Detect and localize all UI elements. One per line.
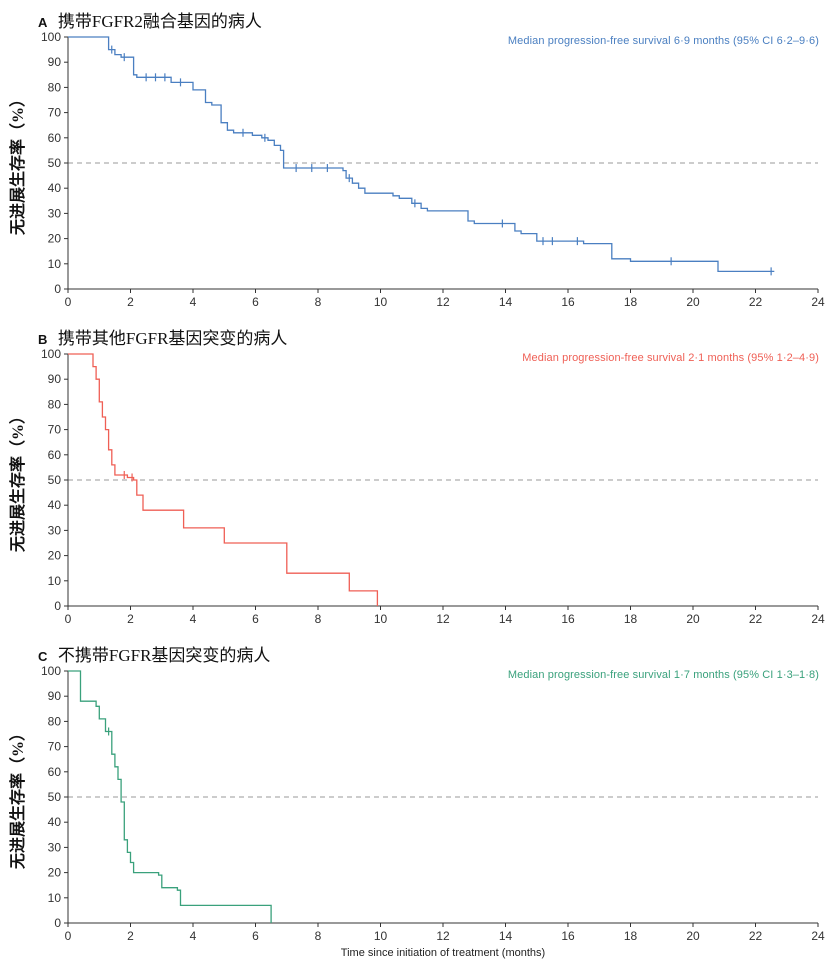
svg-text:2: 2	[127, 295, 134, 309]
panel-a-y-axis-label: 无进展生存率（%）	[10, 90, 27, 236]
svg-text:0: 0	[54, 282, 61, 296]
svg-text:10: 10	[374, 295, 388, 309]
panel-b-plot-area: 0 10 20 30 40 50 60 70 80 90 100 0 2 4 6 8 10 12 14 16 18 20 2…	[0, 346, 835, 634]
svg-text:10: 10	[374, 929, 388, 943]
panel-a: A 携带FGFR2融合基因的病人 0 10 20 30 40 50 60 70 80 90 100 0…	[0, 0, 835, 317]
svg-text:10: 10	[48, 891, 62, 905]
svg-text:2: 2	[127, 929, 134, 943]
svg-text:20: 20	[686, 612, 700, 626]
panel-b-median-annotation: Median progression-free survival 2·1 mon…	[522, 352, 819, 364]
svg-text:12: 12	[436, 295, 450, 309]
x-axis-label: Time since initiation of treatment (mont…	[340, 947, 546, 959]
panel-c: C 不携带FGFR基因突变的病人 0 10 20 30 40 50 60 70 80 90 100 0…	[0, 634, 835, 951]
svg-text:100: 100	[41, 30, 61, 44]
svg-text:0: 0	[54, 599, 61, 613]
svg-text:18: 18	[624, 612, 638, 626]
svg-text:8: 8	[315, 612, 322, 626]
svg-text:8: 8	[315, 929, 322, 943]
svg-text:30: 30	[48, 523, 62, 537]
svg-text:10: 10	[374, 612, 388, 626]
svg-text:70: 70	[48, 423, 62, 437]
svg-text:100: 100	[41, 664, 61, 678]
panel-a-median-annotation: Median progression-free survival 6·9 mon…	[507, 35, 819, 47]
svg-text:4: 4	[190, 295, 197, 309]
svg-text:10: 10	[48, 574, 62, 588]
svg-text:0: 0	[65, 929, 72, 943]
svg-text:16: 16	[561, 295, 575, 309]
panel-b-letter: B	[38, 332, 48, 347]
panel-c-header: C 不携带FGFR基因突变的病人	[0, 634, 835, 665]
svg-text:70: 70	[48, 106, 62, 120]
panel-a-letter: A	[38, 15, 48, 30]
svg-text:22: 22	[749, 612, 763, 626]
svg-text:4: 4	[190, 929, 197, 943]
svg-text:90: 90	[48, 372, 62, 386]
svg-text:40: 40	[48, 181, 62, 195]
svg-text:18: 18	[624, 929, 638, 943]
svg-text:4: 4	[190, 612, 197, 626]
svg-text:16: 16	[561, 612, 575, 626]
svg-text:90: 90	[48, 55, 62, 69]
svg-text:80: 80	[48, 397, 62, 411]
panel-c-letter: C	[38, 649, 48, 664]
svg-text:2: 2	[127, 612, 134, 626]
panel-a-title: 携带FGFR2融合基因的病人	[57, 12, 262, 31]
svg-text:22: 22	[749, 929, 763, 943]
svg-text:40: 40	[48, 815, 62, 829]
svg-text:60: 60	[48, 448, 62, 462]
svg-text:0: 0	[65, 612, 72, 626]
svg-text:100: 100	[41, 347, 61, 361]
svg-text:6: 6	[252, 612, 259, 626]
svg-text:24: 24	[811, 612, 825, 626]
panel-c-title: 不携带FGFR基因突变的病人	[57, 646, 271, 665]
svg-text:30: 30	[48, 840, 62, 854]
panel-b-y-axis-label: 无进展生存率（%）	[10, 407, 27, 553]
svg-text:6: 6	[252, 929, 259, 943]
svg-text:90: 90	[48, 689, 62, 703]
svg-text:50: 50	[48, 473, 62, 487]
svg-text:12: 12	[436, 612, 450, 626]
svg-text:20: 20	[686, 929, 700, 943]
panel-b-title: 携带其他FGFR基因突变的病人	[57, 329, 288, 348]
svg-text:50: 50	[48, 790, 62, 804]
svg-text:10: 10	[48, 257, 62, 271]
panel-c-median-annotation: Median progression-free survival 1·7 mon…	[507, 669, 819, 681]
svg-text:12: 12	[436, 929, 450, 943]
svg-text:40: 40	[48, 498, 62, 512]
panel-c-y-axis-label: 无进展生存率（%）	[10, 724, 27, 870]
panel-b: B 携带其他FGFR基因突变的病人 0 10 20 30 40 50 60 70 80 90 100…	[0, 317, 835, 634]
panel-b-header: B 携带其他FGFR基因突变的病人	[0, 317, 835, 348]
panel-a-header: A 携带FGFR2融合基因的病人	[0, 0, 835, 31]
svg-text:16: 16	[561, 929, 575, 943]
svg-text:0: 0	[65, 295, 72, 309]
svg-text:24: 24	[811, 929, 825, 943]
svg-text:20: 20	[48, 232, 62, 246]
panel-a-plot-area: 0 10 20 30 40 50 60 70 80 90 100 0 2 4 6 8 10 12 14 16 18 20 2…	[0, 29, 835, 317]
svg-text:50: 50	[48, 156, 62, 170]
svg-text:20: 20	[48, 549, 62, 563]
svg-text:60: 60	[48, 131, 62, 145]
svg-text:22: 22	[749, 295, 763, 309]
svg-text:18: 18	[624, 295, 638, 309]
svg-text:24: 24	[811, 295, 825, 309]
svg-text:80: 80	[48, 80, 62, 94]
svg-text:60: 60	[48, 765, 62, 779]
svg-text:20: 20	[686, 295, 700, 309]
svg-text:14: 14	[499, 929, 513, 943]
svg-text:8: 8	[315, 295, 322, 309]
panel-c-plot-area: 0 10 20 30 40 50 60 70 80 90 100 0 2 4 6 8 10 12 14 16 18 20 2…	[0, 663, 835, 951]
svg-text:14: 14	[499, 295, 513, 309]
svg-text:6: 6	[252, 295, 259, 309]
svg-text:20: 20	[48, 866, 62, 880]
svg-text:0: 0	[54, 916, 61, 930]
svg-text:30: 30	[48, 206, 62, 220]
svg-text:14: 14	[499, 612, 513, 626]
svg-text:80: 80	[48, 714, 62, 728]
svg-text:70: 70	[48, 740, 62, 754]
